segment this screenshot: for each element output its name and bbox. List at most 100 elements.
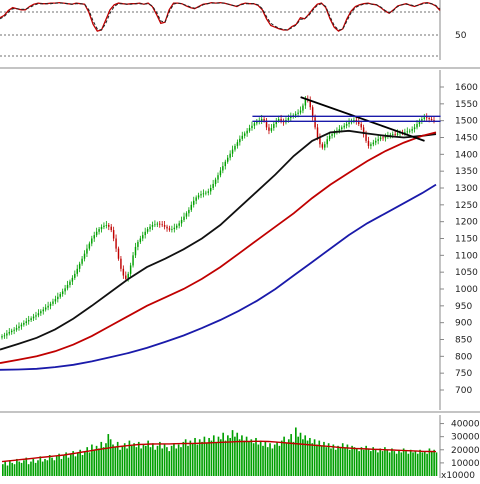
moving-average-ma-red bbox=[0, 131, 437, 364]
volume-bar bbox=[252, 443, 255, 476]
volume-bar bbox=[27, 464, 30, 476]
volume-bar bbox=[297, 436, 299, 476]
volume-bar bbox=[435, 452, 438, 476]
volume-bar bbox=[173, 443, 175, 476]
volume-bar bbox=[203, 436, 206, 476]
candle-body bbox=[103, 225, 105, 228]
volume-bar bbox=[100, 441, 103, 476]
volume-bar bbox=[116, 441, 119, 476]
candle-body bbox=[142, 235, 144, 239]
candle-body bbox=[224, 161, 227, 167]
volume-bar bbox=[229, 437, 232, 476]
candle-body bbox=[185, 213, 188, 217]
candle-body bbox=[209, 188, 212, 192]
volume-bar bbox=[86, 447, 89, 476]
candle-body bbox=[154, 224, 156, 226]
price-tick-label: 1550 bbox=[455, 100, 478, 110]
volume-bar bbox=[191, 443, 194, 476]
volume-bar bbox=[280, 440, 283, 476]
candle-body bbox=[231, 149, 234, 154]
candle-body bbox=[66, 284, 69, 289]
volume-bar bbox=[137, 441, 140, 476]
candle-body bbox=[112, 230, 115, 239]
price-tick-label: 1000 bbox=[455, 285, 478, 295]
candle-body bbox=[416, 124, 418, 128]
candle-body bbox=[173, 227, 176, 230]
volume-bar bbox=[290, 434, 292, 476]
candle-body bbox=[83, 253, 86, 259]
candle-body bbox=[163, 225, 166, 227]
volume-bar bbox=[295, 427, 297, 476]
price-panel: 1600 1550 1500 1450 1400 1350 1300 1250 1200 1150… bbox=[0, 67, 480, 410]
candle-body bbox=[311, 107, 314, 118]
candle-body bbox=[69, 281, 71, 285]
volume-bar bbox=[98, 448, 100, 476]
candle-body bbox=[117, 248, 120, 259]
candle-body bbox=[234, 145, 236, 150]
price-tick-label: 750 bbox=[455, 369, 472, 379]
candle-body bbox=[59, 294, 61, 297]
price-tick-label: 800 bbox=[455, 352, 472, 362]
volume-bar bbox=[201, 441, 203, 476]
candle-body bbox=[125, 275, 127, 279]
volume-bar bbox=[377, 452, 379, 476]
candle-body bbox=[297, 112, 299, 114]
candle-body bbox=[61, 291, 64, 295]
candle-body bbox=[64, 288, 66, 292]
volume-bar bbox=[365, 445, 367, 476]
candle-body bbox=[13, 329, 15, 331]
candle-body bbox=[93, 235, 95, 239]
volume-bar bbox=[313, 439, 316, 476]
candle-body bbox=[370, 144, 372, 146]
candle-body bbox=[263, 118, 265, 121]
volume-bar bbox=[231, 430, 234, 476]
volume-bar bbox=[428, 448, 431, 476]
candle-body bbox=[159, 223, 161, 225]
volume-bar bbox=[2, 464, 4, 476]
candle-body bbox=[151, 225, 154, 227]
volume-bar bbox=[51, 457, 53, 476]
volume-bar bbox=[393, 451, 396, 476]
volume-panel: 40000 30000 20000 10000 x10000 bbox=[0, 411, 480, 481]
volume-bar bbox=[135, 447, 138, 476]
candle-body bbox=[260, 118, 263, 121]
volume-bar bbox=[398, 449, 400, 476]
volume-bar bbox=[285, 443, 288, 476]
candle-body bbox=[367, 140, 370, 146]
volume-bar bbox=[234, 436, 236, 476]
volume-bar bbox=[163, 444, 166, 476]
volume-bar bbox=[332, 444, 335, 476]
volume-bar bbox=[370, 451, 372, 476]
candle-body bbox=[229, 153, 231, 158]
volume-bar bbox=[32, 458, 35, 476]
candle-body bbox=[32, 316, 35, 319]
volume-bar bbox=[306, 440, 309, 476]
volume-bar bbox=[421, 452, 424, 476]
volume-bar bbox=[180, 447, 182, 476]
volume-bar bbox=[407, 453, 410, 476]
price-tick-label: 950 bbox=[455, 302, 472, 312]
candle-body bbox=[27, 319, 30, 322]
volume-bar bbox=[287, 439, 290, 476]
volume-bar bbox=[257, 444, 260, 476]
candle-body bbox=[212, 183, 214, 188]
volume-bar bbox=[119, 449, 121, 476]
volume-bar bbox=[266, 447, 269, 476]
volume-bar bbox=[243, 440, 246, 476]
candle-body bbox=[105, 225, 108, 226]
candle-body bbox=[265, 120, 268, 128]
volume-bar bbox=[351, 445, 353, 476]
volume-bar bbox=[353, 447, 356, 476]
volume-bar bbox=[109, 439, 112, 476]
candle-body bbox=[25, 321, 27, 324]
volume-bar bbox=[344, 448, 346, 476]
candle-body bbox=[382, 137, 384, 139]
candle-body bbox=[239, 138, 241, 143]
candle-body bbox=[156, 223, 159, 225]
candle-body bbox=[115, 238, 117, 249]
candle-body bbox=[287, 117, 290, 120]
volume-bar bbox=[79, 449, 81, 476]
volume-bar bbox=[360, 447, 363, 476]
volume-bar bbox=[379, 448, 382, 476]
volume-bar bbox=[159, 441, 161, 476]
